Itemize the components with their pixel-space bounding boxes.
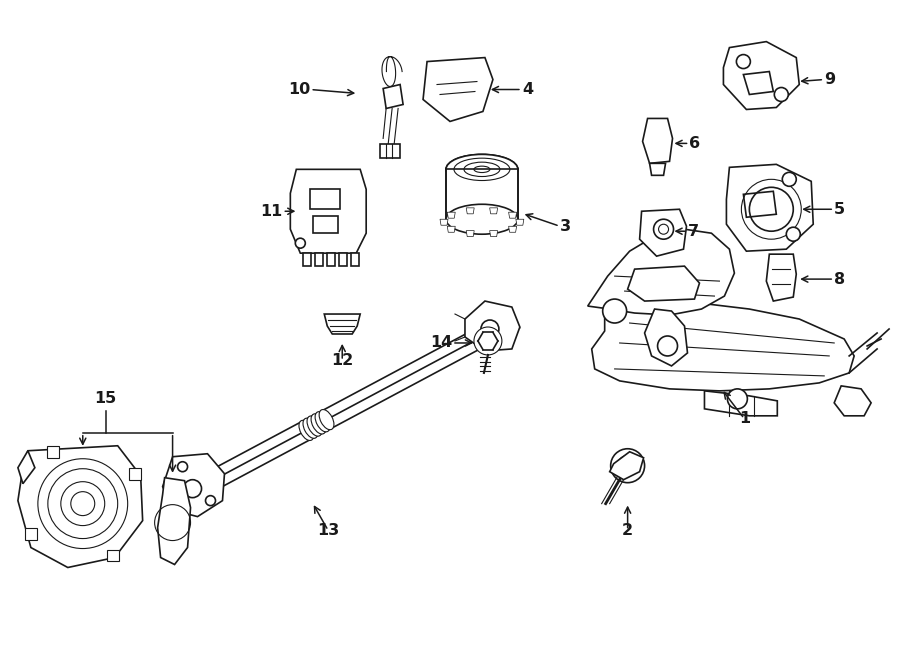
Polygon shape — [516, 219, 524, 225]
Polygon shape — [588, 229, 734, 315]
Text: 13: 13 — [317, 523, 339, 538]
Polygon shape — [163, 453, 224, 517]
Circle shape — [603, 299, 626, 323]
Polygon shape — [107, 549, 119, 561]
Polygon shape — [705, 391, 778, 416]
Polygon shape — [25, 527, 37, 539]
Text: 4: 4 — [522, 82, 533, 97]
Polygon shape — [650, 163, 665, 175]
Polygon shape — [324, 314, 360, 334]
Ellipse shape — [446, 155, 518, 184]
Text: 7: 7 — [688, 223, 698, 239]
Polygon shape — [724, 42, 799, 110]
Polygon shape — [447, 226, 455, 232]
Polygon shape — [383, 85, 403, 108]
Text: 1: 1 — [739, 411, 750, 426]
Circle shape — [787, 227, 800, 241]
Ellipse shape — [315, 412, 330, 432]
Polygon shape — [490, 208, 498, 214]
Circle shape — [659, 224, 669, 234]
Circle shape — [658, 336, 678, 356]
Polygon shape — [446, 169, 518, 219]
Polygon shape — [440, 219, 448, 225]
Polygon shape — [303, 253, 311, 266]
Ellipse shape — [299, 420, 314, 440]
Ellipse shape — [446, 155, 518, 184]
Circle shape — [184, 480, 202, 498]
Circle shape — [295, 238, 305, 248]
Circle shape — [774, 87, 788, 102]
Polygon shape — [18, 451, 35, 484]
Polygon shape — [328, 253, 335, 266]
Polygon shape — [643, 118, 672, 163]
Text: 5: 5 — [834, 202, 845, 217]
Polygon shape — [627, 266, 699, 301]
Polygon shape — [129, 468, 140, 480]
Text: 10: 10 — [288, 82, 310, 97]
Circle shape — [727, 389, 747, 409]
Polygon shape — [47, 446, 58, 458]
Polygon shape — [609, 451, 644, 480]
Text: 2: 2 — [622, 523, 634, 538]
Polygon shape — [339, 253, 347, 266]
Text: 14: 14 — [429, 336, 452, 350]
Circle shape — [782, 173, 796, 186]
Ellipse shape — [320, 410, 334, 430]
Ellipse shape — [303, 418, 318, 438]
Polygon shape — [644, 309, 688, 366]
Text: 15: 15 — [94, 391, 117, 407]
Text: 11: 11 — [260, 204, 283, 219]
Polygon shape — [726, 165, 814, 251]
Text: 12: 12 — [331, 354, 354, 368]
Polygon shape — [766, 254, 796, 301]
Polygon shape — [291, 169, 366, 253]
Circle shape — [736, 55, 751, 69]
Polygon shape — [465, 301, 520, 351]
Polygon shape — [508, 212, 517, 218]
Polygon shape — [158, 478, 191, 564]
Circle shape — [750, 187, 793, 231]
Polygon shape — [447, 212, 455, 218]
Circle shape — [205, 496, 215, 506]
Polygon shape — [18, 446, 142, 568]
Polygon shape — [591, 303, 854, 391]
Ellipse shape — [311, 414, 326, 434]
Circle shape — [481, 320, 499, 338]
Polygon shape — [466, 231, 474, 237]
Circle shape — [474, 327, 502, 355]
Circle shape — [653, 219, 673, 239]
Text: 3: 3 — [560, 219, 571, 234]
Polygon shape — [640, 210, 687, 256]
Text: 6: 6 — [689, 136, 700, 151]
Polygon shape — [508, 226, 517, 232]
Polygon shape — [315, 253, 323, 266]
Ellipse shape — [307, 416, 322, 436]
Circle shape — [617, 455, 637, 476]
Text: 9: 9 — [824, 72, 835, 87]
Polygon shape — [380, 144, 400, 159]
Polygon shape — [423, 58, 493, 122]
Polygon shape — [834, 386, 871, 416]
Ellipse shape — [446, 204, 518, 234]
Polygon shape — [466, 208, 474, 214]
Circle shape — [177, 462, 187, 472]
Polygon shape — [490, 231, 498, 237]
Text: 8: 8 — [834, 272, 845, 287]
Polygon shape — [351, 253, 359, 266]
